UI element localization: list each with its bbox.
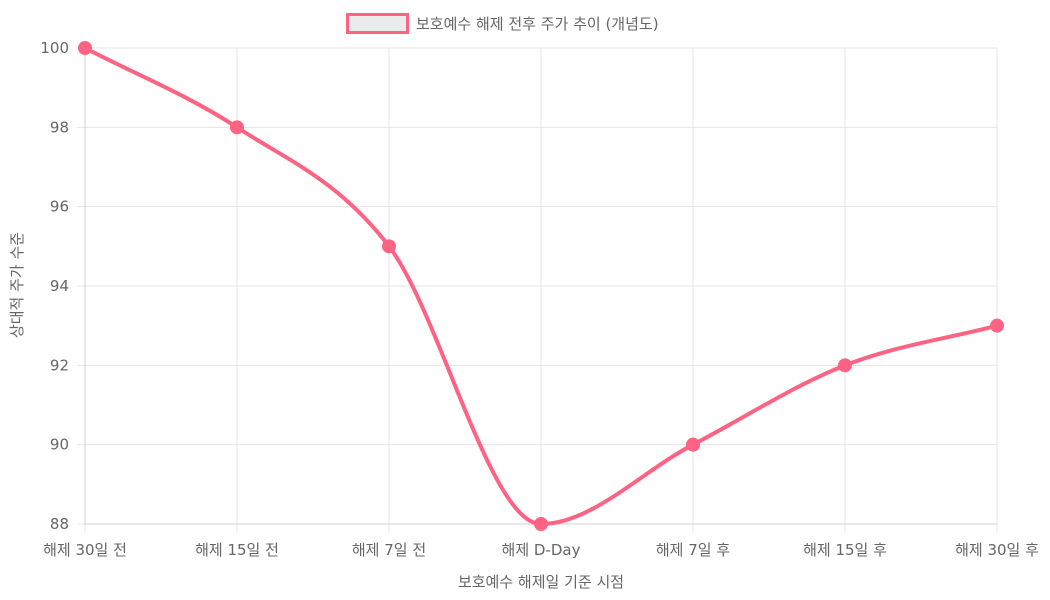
grid (77, 47, 998, 532)
y-tick-label: 100 (40, 39, 69, 57)
legend-label: 보호예수 해제 전후 주가 추이 (개념도) (416, 15, 659, 33)
y-tick-label: 88 (50, 515, 69, 533)
x-tick-label: 해제 7일 후 (656, 541, 730, 559)
x-axis-title: 보호예수 해제일 기준 시점 (458, 573, 624, 591)
x-tick-label: 해제 30일 후 (955, 541, 1039, 559)
legend[interactable]: 보호예수 해제 전후 주가 추이 (개념도) (346, 13, 659, 34)
x-tick-label: 해제 7일 전 (352, 541, 426, 559)
data-point[interactable] (534, 517, 548, 531)
data-point[interactable] (838, 358, 852, 373)
y-axis-title: 상대적 주가 수준 (8, 232, 26, 338)
data-point[interactable] (382, 239, 396, 254)
x-tick-label: 해제 30일 전 (43, 541, 127, 559)
x-tick-label: 해제 15일 전 (195, 541, 279, 559)
y-tick-label: 96 (50, 198, 69, 216)
axes: 88 90 92 94 96 98 100 해제 30일 전 해제 15일 전 해제 7일 전 해제… (40, 39, 1039, 559)
data-point[interactable] (230, 120, 244, 135)
y-tick-label: 90 (50, 436, 69, 454)
y-tick-label: 98 (50, 118, 69, 136)
series (78, 41, 1004, 531)
y-tick-label: 94 (50, 277, 69, 295)
x-tick-label: 해제 15일 후 (803, 541, 887, 559)
x-tick-label: 해제 D-Day (502, 541, 581, 559)
data-point[interactable] (990, 318, 1004, 333)
legend-swatch (346, 13, 409, 34)
y-tick-label: 92 (50, 356, 69, 374)
data-point[interactable] (78, 41, 92, 55)
data-point[interactable] (686, 437, 700, 452)
